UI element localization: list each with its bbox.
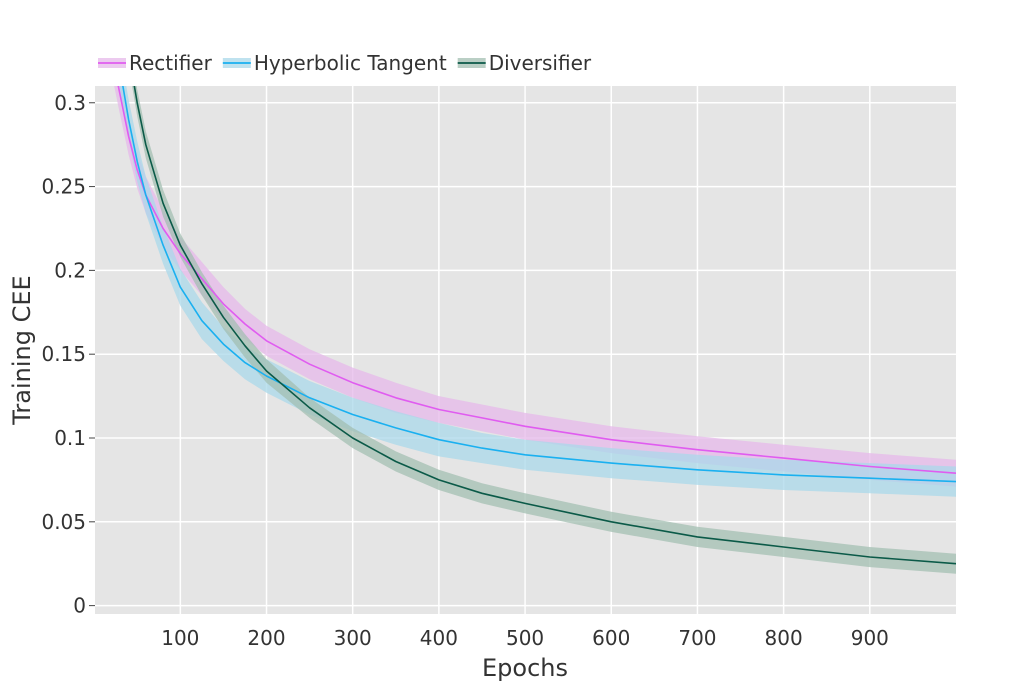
x-axis-title: Epochs [482,654,568,682]
y-axis-title: Training CEE [8,275,36,425]
legend: Rectifier Hyperbolic Tangent Diversifier [98,51,592,75]
y-tick-label: 0.05 [41,510,86,534]
y-tick-labels: 0 0.05 0.1 0.15 0.2 0.25 0.3 [41,91,86,618]
x-tick-label: 600 [592,626,630,650]
y-tick-label: 0 [73,594,86,618]
series-bands [114,86,956,574]
line-hyperbolic-tangent [122,86,956,483]
y-tick-label: 0.15 [41,342,86,366]
x-tick-label: 400 [420,626,458,650]
legend-label: Diversifier [489,51,592,75]
x-tick-label: 800 [765,626,803,650]
x-tick-labels: 100 200 300 400 500 600 700 800 900 [161,626,889,650]
band-hyperbolic-tangent [119,86,956,497]
legend-item-rectifier: Rectifier [98,51,213,75]
series-lines [117,86,956,565]
y-tick-label: 0.3 [54,91,86,115]
legend-item-diversifier: Diversifier [457,51,592,75]
legend-item-hyperbolic-tangent: Hyperbolic Tangent [222,51,447,75]
x-tick-label: 200 [247,626,285,650]
legend-label: Hyperbolic Tangent [254,51,447,75]
y-tick-label: 0.25 [41,175,86,199]
line-rectifier [117,86,956,474]
x-tick-label: 300 [334,626,372,650]
legend-label: Rectifier [129,51,213,75]
x-tick-label: 100 [161,626,199,650]
y-tick-label: 0.1 [54,426,86,450]
x-tick-label: 900 [851,626,889,650]
line-diversifier [133,86,956,565]
x-tick-label: 500 [506,626,544,650]
x-tick-label: 700 [678,626,716,650]
y-tick-label: 0.2 [54,258,86,282]
